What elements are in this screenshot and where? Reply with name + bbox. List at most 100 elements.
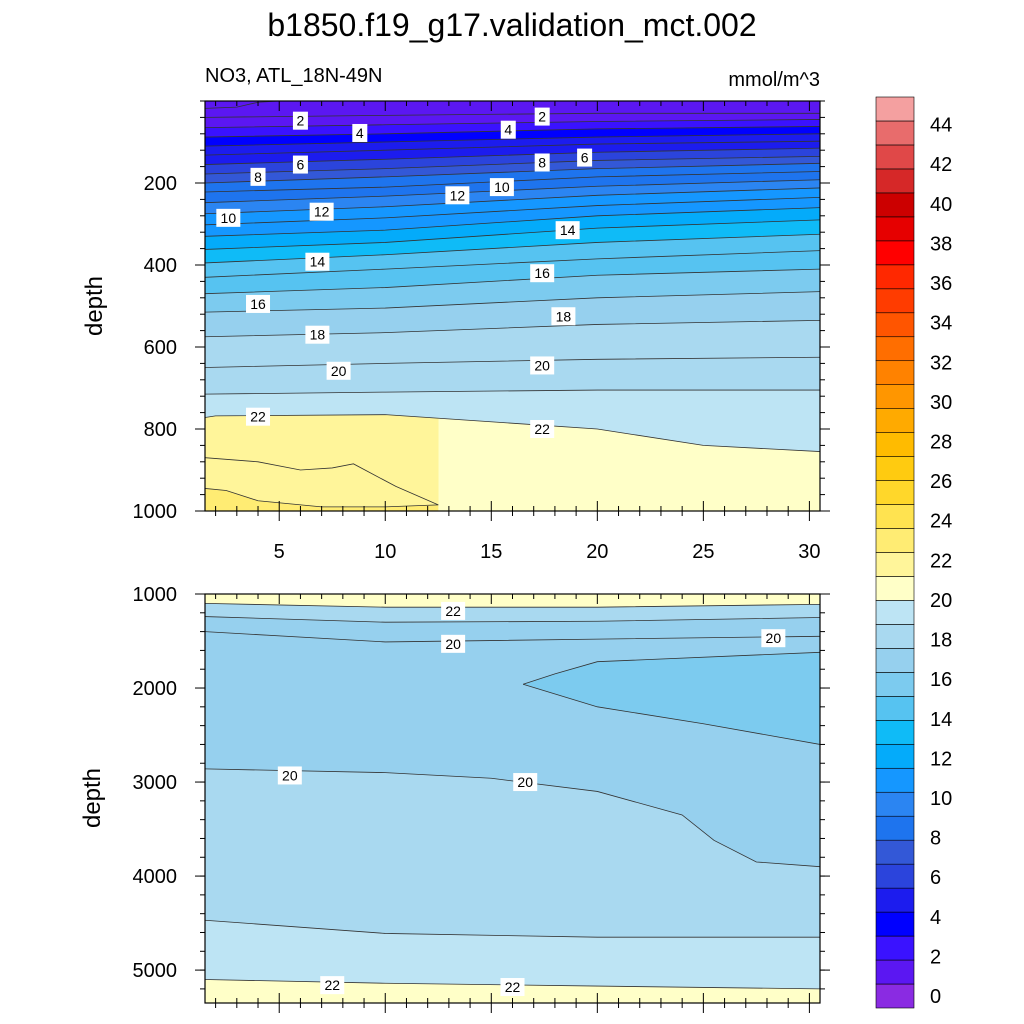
colorbar-tick-label: 12 — [930, 748, 952, 770]
colorbar-swatch — [875, 480, 915, 505]
contour-label-box — [513, 773, 538, 792]
contour-label: 6 — [581, 150, 589, 166]
colorbar-swatch — [875, 935, 915, 961]
contour-line — [205, 126, 820, 138]
contour-label-box — [534, 107, 550, 126]
colorbar-swatch — [875, 504, 915, 529]
contour-label: 20 — [282, 767, 298, 783]
colorbar-swatch — [875, 696, 915, 721]
colorbar-tick-label: 18 — [930, 630, 952, 652]
lower-panel: 1000 2000 3000 4000 5000 22 20 20 20 20 22 22 dept… — [79, 584, 830, 1013]
contour-line — [205, 979, 820, 990]
contour-line — [522, 683, 820, 745]
x-tick-label: 20 — [586, 541, 608, 563]
y-tick-label: 200 — [144, 173, 177, 195]
contour-label: 6 — [297, 157, 305, 173]
colorbar-swatch — [875, 552, 915, 577]
y-tick-label: 600 — [144, 337, 177, 359]
contour-label-box — [441, 634, 466, 653]
x-tick-label: 30 — [798, 541, 820, 563]
contour-label-box — [309, 202, 334, 221]
contour-band-high — [205, 488, 439, 511]
y-tick-label: 800 — [144, 419, 177, 441]
colorbar-swatch — [875, 624, 915, 649]
contour-label: 20 — [517, 774, 533, 790]
contour-label: 20 — [766, 630, 782, 646]
colorbar-swatch — [875, 408, 915, 433]
colorbar-tick-label: 10 — [930, 788, 952, 810]
colorbar-swatch — [875, 767, 915, 793]
lower-y-axis-label: depth — [79, 768, 106, 828]
contour-label-box — [577, 148, 593, 167]
contour-line — [205, 196, 820, 226]
contour-line — [205, 219, 820, 250]
contour-label-box — [250, 167, 266, 186]
contour-label-box — [352, 123, 368, 142]
contour-label: 18 — [556, 308, 572, 324]
contour-label-box — [445, 186, 470, 205]
contour-label: 2 — [538, 109, 546, 125]
colorbar-tick-label: 8 — [930, 828, 941, 850]
contour-band-high — [205, 457, 439, 511]
contour-label-box — [246, 407, 271, 426]
figure-title: b1850.f19_g17.validation_mct.002 — [267, 7, 756, 43]
contour-label-box — [489, 178, 514, 197]
contour-line — [205, 291, 820, 313]
colorbar-swatch — [875, 815, 915, 841]
contour-label-box — [530, 356, 555, 375]
colorbar-tick-label: 4 — [930, 907, 941, 929]
contour-label-box — [320, 976, 345, 995]
units-label: mmol/m^3 — [728, 69, 820, 91]
y-tick-label: 400 — [144, 255, 177, 277]
variable-label: NO3, ATL_18N-49N — [205, 65, 383, 87]
colorbar-swatch — [875, 576, 915, 601]
contour-label-box — [246, 294, 271, 313]
colorbar-tick-label: 24 — [930, 511, 952, 533]
contour-label: 8 — [538, 155, 546, 171]
contour-line — [522, 651, 820, 685]
contour-label: 2 — [297, 113, 305, 129]
y-tick-label: 1000 — [133, 584, 178, 606]
colorbar-swatch — [875, 144, 915, 170]
colorbar-tick-label: 22 — [930, 550, 952, 572]
colorbar-swatch — [875, 791, 915, 817]
contour-label: 16 — [250, 296, 266, 312]
colorbar-swatch — [875, 120, 915, 146]
contour-label-box — [292, 111, 308, 130]
contour-label: 10 — [221, 210, 237, 226]
colorbar-swatch — [875, 240, 915, 266]
contour-line — [205, 414, 820, 452]
contour-band — [205, 594, 820, 608]
x-tick-label: 15 — [480, 541, 502, 563]
colorbar-swatch — [875, 432, 915, 457]
colorbar-swatch — [875, 743, 915, 769]
contour-label-box — [305, 252, 330, 271]
colorbar-tick-label: 42 — [930, 154, 952, 176]
contour-line — [205, 457, 439, 506]
colorbar-tick-label: 44 — [930, 115, 952, 137]
contour-line — [205, 616, 820, 623]
x-tick-label: 5 — [274, 541, 285, 563]
contour-line — [205, 768, 820, 868]
colorbar-swatch — [875, 168, 915, 194]
colorbar-swatch — [875, 672, 915, 697]
colorbar-swatch — [875, 288, 915, 314]
contour-label-box — [326, 361, 351, 380]
colorbar-swatch — [875, 360, 915, 385]
colorbar-swatch — [875, 192, 915, 218]
contour-label: 4 — [504, 122, 512, 138]
y-tick-label: 5000 — [133, 960, 178, 982]
x-tick-label: 25 — [692, 541, 714, 563]
colorbar-tick-label: 36 — [930, 273, 952, 295]
colorbar-swatch — [875, 312, 915, 338]
contour-line — [205, 319, 820, 338]
colorbar-swatch — [875, 528, 915, 553]
contour-label-box — [277, 766, 302, 785]
contour-label-box — [761, 629, 786, 648]
colorbar-swatch — [875, 264, 915, 290]
colorbar-tick-label: 2 — [930, 946, 941, 968]
contour-label-box — [530, 420, 555, 438]
contour-label: 20 — [331, 363, 347, 379]
contour-line — [205, 207, 820, 237]
contour-label-box — [216, 208, 241, 227]
